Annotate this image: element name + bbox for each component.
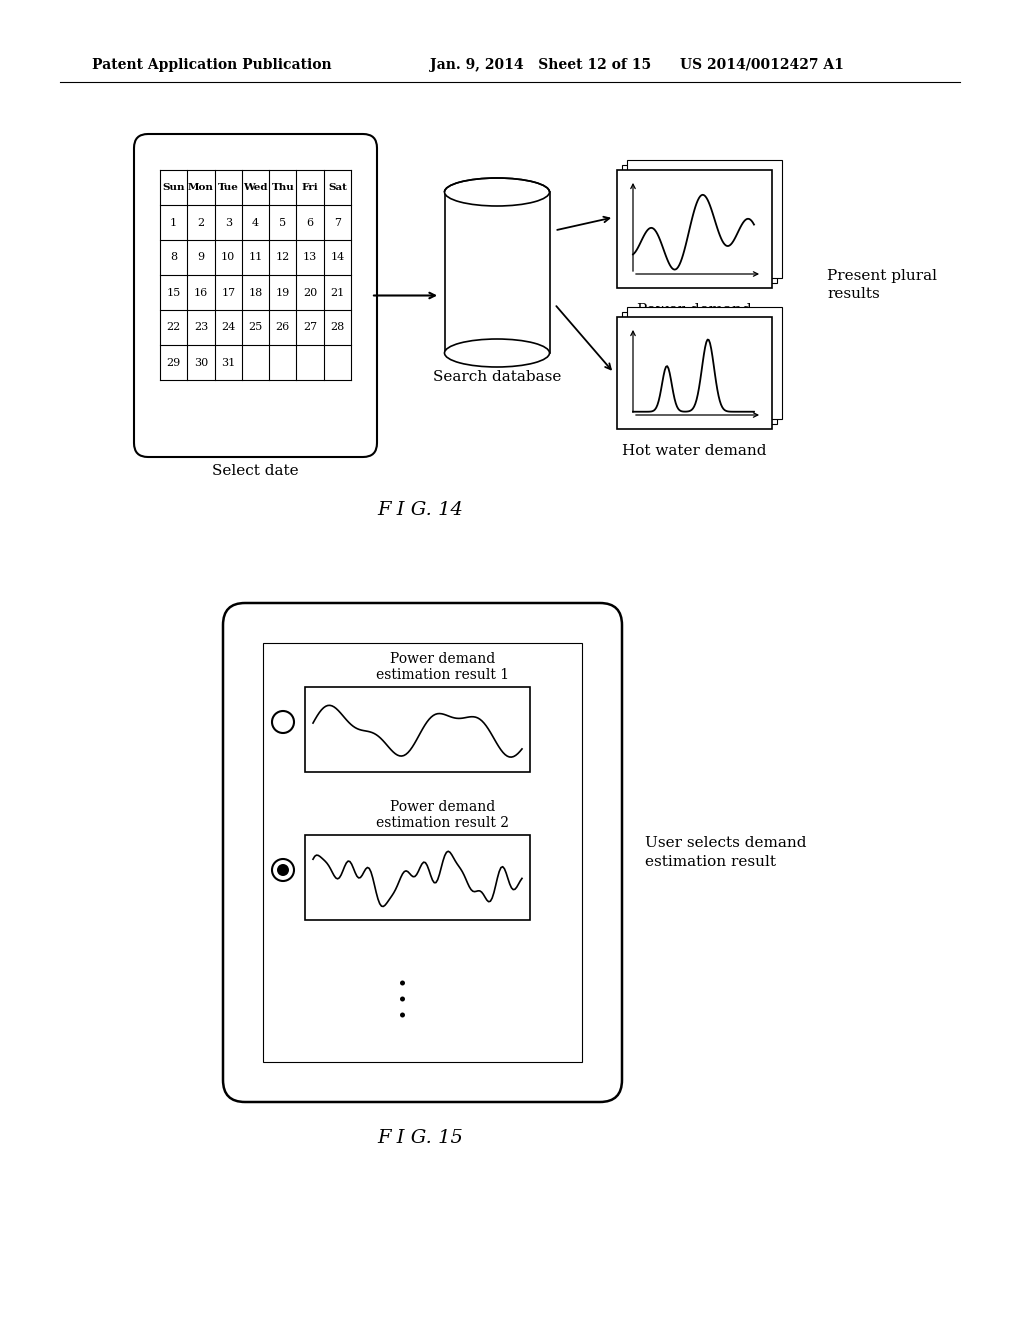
Text: US 2014/0012427 A1: US 2014/0012427 A1	[680, 58, 844, 73]
Text: Power demand
estimation result 1: Power demand estimation result 1	[376, 652, 509, 682]
Text: Present plural
results: Present plural results	[827, 269, 937, 301]
Text: 26: 26	[275, 322, 290, 333]
Text: Jan. 9, 2014   Sheet 12 of 15: Jan. 9, 2014 Sheet 12 of 15	[430, 58, 651, 73]
Bar	[627, 308, 782, 418]
Text: 1: 1	[170, 218, 177, 227]
Text: User selects demand
estimation result: User selects demand estimation result	[645, 836, 807, 870]
Text: 14: 14	[330, 252, 344, 263]
Text: 6: 6	[306, 218, 313, 227]
Text: Thu: Thu	[271, 183, 294, 191]
Bar	[617, 317, 772, 429]
Text: 12: 12	[275, 252, 290, 263]
Circle shape	[272, 859, 294, 880]
Text: 24: 24	[221, 322, 236, 333]
Text: 17: 17	[221, 288, 236, 297]
Bar	[444, 191, 550, 352]
Text: Select date: Select date	[212, 465, 299, 478]
Text: 21: 21	[330, 288, 344, 297]
Text: 18: 18	[249, 288, 262, 297]
Text: 22: 22	[167, 322, 181, 333]
Text: 31: 31	[221, 358, 236, 367]
Bar	[617, 170, 772, 288]
Text: 28: 28	[330, 322, 344, 333]
Text: F I G. 15: F I G. 15	[377, 1129, 463, 1147]
Ellipse shape	[444, 339, 550, 367]
Text: 15: 15	[167, 288, 181, 297]
Text: 23: 23	[194, 322, 208, 333]
Text: Patent Application Publication: Patent Application Publication	[92, 58, 332, 73]
Circle shape	[400, 981, 406, 986]
Bar	[263, 643, 582, 1063]
Text: Sun: Sun	[163, 183, 185, 191]
Circle shape	[272, 711, 294, 733]
Text: 20: 20	[303, 288, 317, 297]
Text: 3: 3	[224, 218, 231, 227]
Text: 4: 4	[252, 218, 259, 227]
Circle shape	[278, 865, 289, 876]
Text: 2: 2	[198, 218, 205, 227]
Text: Power demand: Power demand	[637, 304, 752, 317]
Text: Mon: Mon	[188, 183, 214, 191]
Bar	[622, 312, 777, 424]
Text: Power demand
estimation result 2: Power demand estimation result 2	[376, 800, 509, 830]
Text: 5: 5	[280, 218, 287, 227]
Text: 29: 29	[167, 358, 181, 367]
Bar	[622, 165, 777, 282]
Text: 30: 30	[194, 358, 208, 367]
Text: 7: 7	[334, 218, 341, 227]
Bar	[627, 160, 782, 279]
Text: 19: 19	[275, 288, 290, 297]
FancyBboxPatch shape	[223, 603, 622, 1102]
Text: Tue: Tue	[218, 183, 239, 191]
Text: 10: 10	[221, 252, 236, 263]
Text: Search database: Search database	[433, 370, 561, 384]
Circle shape	[400, 997, 406, 1002]
Bar	[305, 836, 530, 920]
Circle shape	[400, 1012, 406, 1018]
Text: 25: 25	[249, 322, 262, 333]
Text: Wed: Wed	[244, 183, 267, 191]
Text: 27: 27	[303, 322, 317, 333]
Text: 8: 8	[170, 252, 177, 263]
FancyBboxPatch shape	[134, 135, 377, 457]
Ellipse shape	[444, 178, 550, 206]
Text: 11: 11	[249, 252, 262, 263]
Text: Hot water demand: Hot water demand	[623, 444, 767, 458]
Text: 13: 13	[303, 252, 317, 263]
Text: Sat: Sat	[328, 183, 347, 191]
Text: Fri: Fri	[302, 183, 318, 191]
Text: 16: 16	[194, 288, 208, 297]
Bar	[305, 686, 530, 772]
Text: 9: 9	[198, 252, 205, 263]
Text: F I G. 14: F I G. 14	[377, 502, 463, 519]
